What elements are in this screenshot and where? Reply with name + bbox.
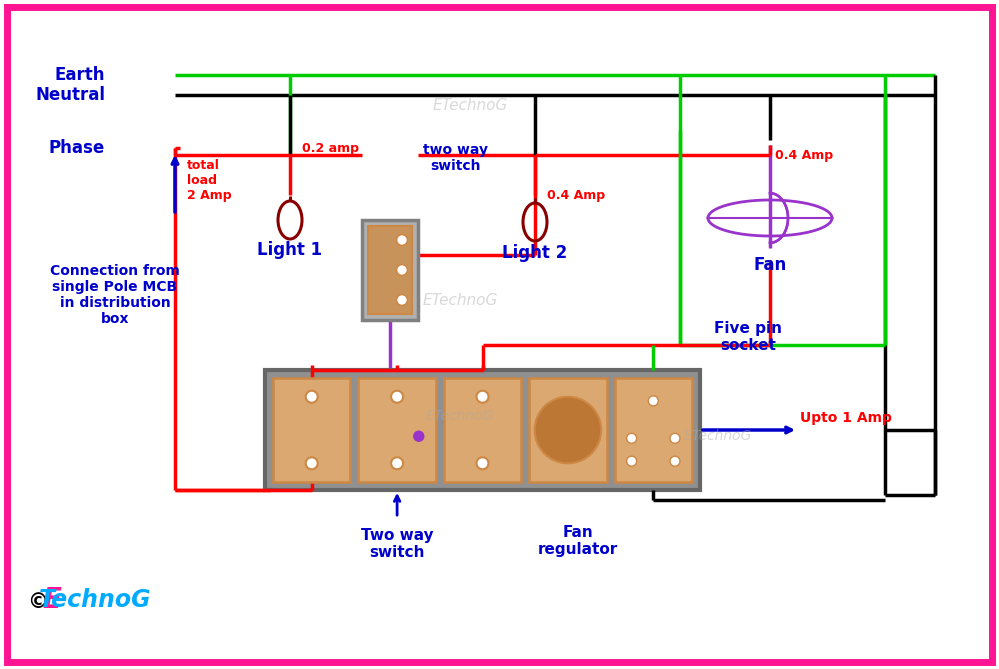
Bar [265,370,700,490]
Bar [273,378,351,482]
Text: 0.4 Amp: 0.4 Amp [775,149,833,161]
Bar [529,378,606,482]
Bar [368,226,412,314]
Circle shape [477,458,489,469]
Text: Earth: Earth [55,66,105,84]
Bar [444,378,521,482]
Circle shape [414,432,424,442]
Text: ETechnoG: ETechnoG [423,293,498,308]
Circle shape [626,456,636,466]
Text: Light 1: Light 1 [258,241,323,259]
Circle shape [626,434,636,444]
Text: Fan: Fan [753,256,786,274]
Text: ©: © [28,592,48,612]
Bar [359,378,436,482]
Text: 0.4 Amp: 0.4 Amp [547,189,605,201]
Text: Two way
switch: Two way switch [361,528,434,561]
Circle shape [648,396,658,406]
Circle shape [477,391,489,403]
Circle shape [397,294,408,306]
Text: total
load
2 Amp: total load 2 Amp [187,159,232,201]
Text: TechnoG: TechnoG [39,588,151,612]
Circle shape [391,391,404,403]
Text: E: E [43,586,62,614]
Text: ETechnoG: ETechnoG [426,409,495,423]
Text: Upto 1 Amp: Upto 1 Amp [800,411,892,425]
Circle shape [397,235,408,246]
Text: Light 2: Light 2 [502,244,567,262]
Circle shape [670,456,680,466]
Circle shape [306,458,318,469]
Bar [614,378,692,482]
Circle shape [534,397,601,463]
Text: ETechnoG: ETechnoG [433,98,507,113]
Circle shape [397,264,408,276]
Text: Connection from
single Pole MCB
in distribution
box: Connection from single Pole MCB in distr… [50,264,180,326]
Circle shape [670,434,680,444]
Text: Fan
regulator: Fan regulator [537,525,618,557]
Circle shape [391,458,404,469]
Text: Five pin
socket: Five pin socket [714,320,782,353]
Text: Neutral: Neutral [35,86,105,104]
Text: 0.2 amp: 0.2 amp [302,142,359,155]
Text: ETechnoG: ETechnoG [683,429,752,443]
Bar [362,220,418,320]
Text: two way
switch: two way switch [423,142,488,173]
Text: Phase: Phase [49,139,105,157]
Circle shape [306,391,318,403]
